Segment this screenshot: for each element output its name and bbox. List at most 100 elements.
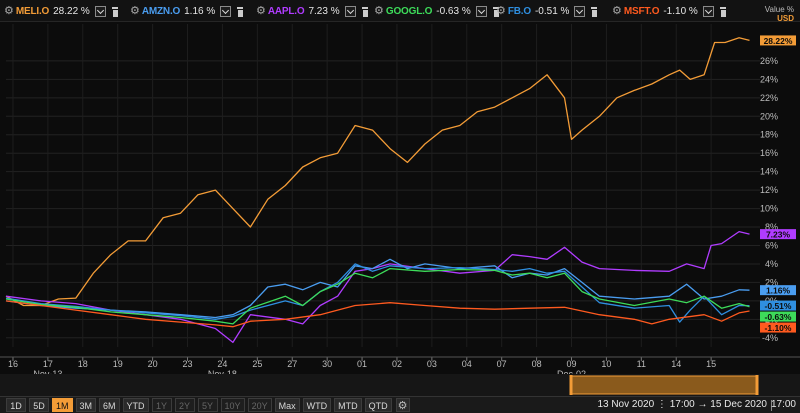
y-tick-label: 26% <box>760 56 778 66</box>
last-value-label: 28.22% <box>764 36 793 46</box>
range-button-mtd[interactable]: MTD <box>334 398 362 412</box>
legend-item-aapl[interactable]: ⚙ AAPL.O 7.23 % <box>256 3 370 19</box>
x-tick-label: 24 <box>217 359 227 369</box>
legend-value: -0.63 % <box>436 5 471 17</box>
last-value-label: -1.10% <box>765 323 792 333</box>
chevron-down-icon[interactable] <box>702 5 714 17</box>
range-button-qtd[interactable]: QTD <box>364 398 392 412</box>
y-tick-label: 22% <box>760 93 778 103</box>
x-tick-label: 10 <box>601 359 611 369</box>
x-tick-label: 16 <box>8 359 18 369</box>
x-tick-label: 23 <box>183 359 193 369</box>
x-tick-label: 25 <box>252 359 262 369</box>
legend-value: -0.51 % <box>534 5 570 17</box>
x-tick-label: 20 <box>148 359 158 369</box>
x-tick-label: 27 <box>287 359 297 369</box>
gear-icon[interactable]: ⚙ <box>4 4 14 17</box>
range-button-3m[interactable]: 3M <box>75 398 97 412</box>
series-line-googl-o[interactable] <box>5 267 750 325</box>
legend-ric[interactable]: FB.O <box>507 5 531 17</box>
gear-icon[interactable]: ⚙ <box>395 398 410 412</box>
trash-icon[interactable] <box>588 6 599 17</box>
y-tick-label: 16% <box>760 148 778 158</box>
range-button-ytd[interactable]: YTD <box>122 398 149 412</box>
legend-ric[interactable]: AAPL.O <box>267 5 305 17</box>
last-value-tag <box>760 229 796 240</box>
last-value-label: 7.23% <box>766 230 791 240</box>
gear-icon[interactable]: ⚙ <box>130 4 140 17</box>
range-button-6m[interactable]: 6M <box>99 398 120 412</box>
legend-value: 7.23 % <box>308 5 340 17</box>
legend-item-msft[interactable]: ⚙ MSFT.O -1.10 % <box>612 3 728 19</box>
chevron-down-icon[interactable] <box>220 5 232 17</box>
legend-ric[interactable]: AMZN.O <box>141 5 181 17</box>
trash-icon[interactable] <box>234 6 245 17</box>
y-tick-label: 18% <box>760 130 778 140</box>
series-line-meli-o[interactable] <box>5 37 750 307</box>
y-tick-label: -4% <box>762 333 778 343</box>
gear-icon[interactable]: ⚙ <box>374 4 384 17</box>
gear-icon[interactable]: ⚙ <box>612 4 622 17</box>
chevron-down-icon[interactable] <box>94 5 106 17</box>
time-end-readout[interactable]: 17:00 <box>770 399 796 410</box>
x-tick-label: 14 <box>671 359 681 369</box>
x-tick-label: 15 <box>706 359 716 369</box>
calendar-divider-icon <box>771 400 772 411</box>
navigator-handle-left[interactable] <box>569 375 573 395</box>
series-line-amzn-o[interactable] <box>5 258 750 319</box>
price-chart[interactable]: -4%-2%0%2%4%6%8%10%12%14%16%18%20%22%24%… <box>0 22 800 396</box>
range-button-1d[interactable]: 1D <box>6 398 26 412</box>
axis-title: Value % USD <box>762 5 794 23</box>
legend-item-amzn[interactable]: ⚙ AMZN.O 1.16 % <box>130 3 245 19</box>
navigator-handle-right[interactable] <box>755 375 759 395</box>
legend-item-fb[interactable]: ⚙ FB.O -0.51 % <box>496 3 599 19</box>
series-line-msft-o[interactable] <box>5 300 750 328</box>
x-tick-label: 09 <box>566 359 576 369</box>
legend-item-meli[interactable]: ⚙ MELI.O 28.22 % <box>4 3 120 19</box>
navigator-selection[interactable] <box>571 375 758 395</box>
range-button-20y: 20Y <box>247 398 272 412</box>
gear-icon[interactable]: ⚙ <box>256 4 266 17</box>
last-value-tag <box>760 300 796 311</box>
axis-title-currency: USD <box>777 14 794 23</box>
range-button-5y: 5Y <box>197 398 218 412</box>
series-line-fb-o[interactable] <box>5 263 750 323</box>
x-tick-label: 17 <box>43 359 53 369</box>
x-tick-label: 04 <box>462 359 472 369</box>
x-tick-label: 03 <box>427 359 437 369</box>
chevron-down-icon[interactable] <box>475 5 487 17</box>
last-value-label: 1.16% <box>766 286 791 296</box>
last-value-label: -0.51% <box>765 301 792 311</box>
date-range-readout[interactable]: 13 Nov 2020 ⋮ 17:00 → 15 Dec 2020 <box>597 399 767 410</box>
range-button-1m[interactable]: 1M <box>52 398 73 412</box>
x-tick-label: 18 <box>78 359 88 369</box>
range-button-wtd[interactable]: WTD <box>302 398 332 412</box>
trash-icon[interactable] <box>717 6 728 17</box>
range-button-2y: 2Y <box>174 398 195 412</box>
legend-item-googl[interactable]: ⚙ GOOGL.O -0.63 % <box>374 3 501 19</box>
legend-ric[interactable]: GOOGL.O <box>385 5 433 17</box>
y-tick-label: 12% <box>760 185 778 195</box>
range-button-5d[interactable]: 5D <box>29 398 49 412</box>
legend-ric[interactable]: MELI.O <box>15 5 50 17</box>
legend-ric[interactable]: MSFT.O <box>623 5 660 17</box>
y-tick-label: 4% <box>765 259 778 269</box>
chevron-down-icon[interactable] <box>574 5 586 17</box>
last-value-tag <box>760 285 796 296</box>
last-value-tag <box>760 311 796 322</box>
trash-icon[interactable] <box>109 6 120 17</box>
legend-bar: ⚙ MELI.O 28.22 % ⚙ AMZN.O 1.16 % ⚙ AAPL.O 7.23 %… <box>0 0 800 22</box>
trash-icon[interactable] <box>359 6 370 17</box>
range-button-1y: 1Y <box>151 398 172 412</box>
y-tick-label: 2% <box>765 277 778 287</box>
last-value-label: -0.63% <box>765 312 792 322</box>
x-tick-label: 01 <box>357 359 367 369</box>
range-button-max[interactable]: Max <box>274 398 300 412</box>
y-tick-label: 14% <box>760 167 778 177</box>
gear-icon[interactable]: ⚙ <box>496 4 506 17</box>
x-tick-label: 02 <box>392 359 402 369</box>
range-toolbar: 1D 5D 1M 3M 6M YTD 1Y 2Y 5Y 10Y 20Y Max WTD MTD QTD ⚙ … <box>0 396 800 413</box>
y-tick-label: 8% <box>765 222 778 232</box>
trash-icon[interactable] <box>490 6 501 17</box>
chevron-down-icon[interactable] <box>344 5 356 17</box>
